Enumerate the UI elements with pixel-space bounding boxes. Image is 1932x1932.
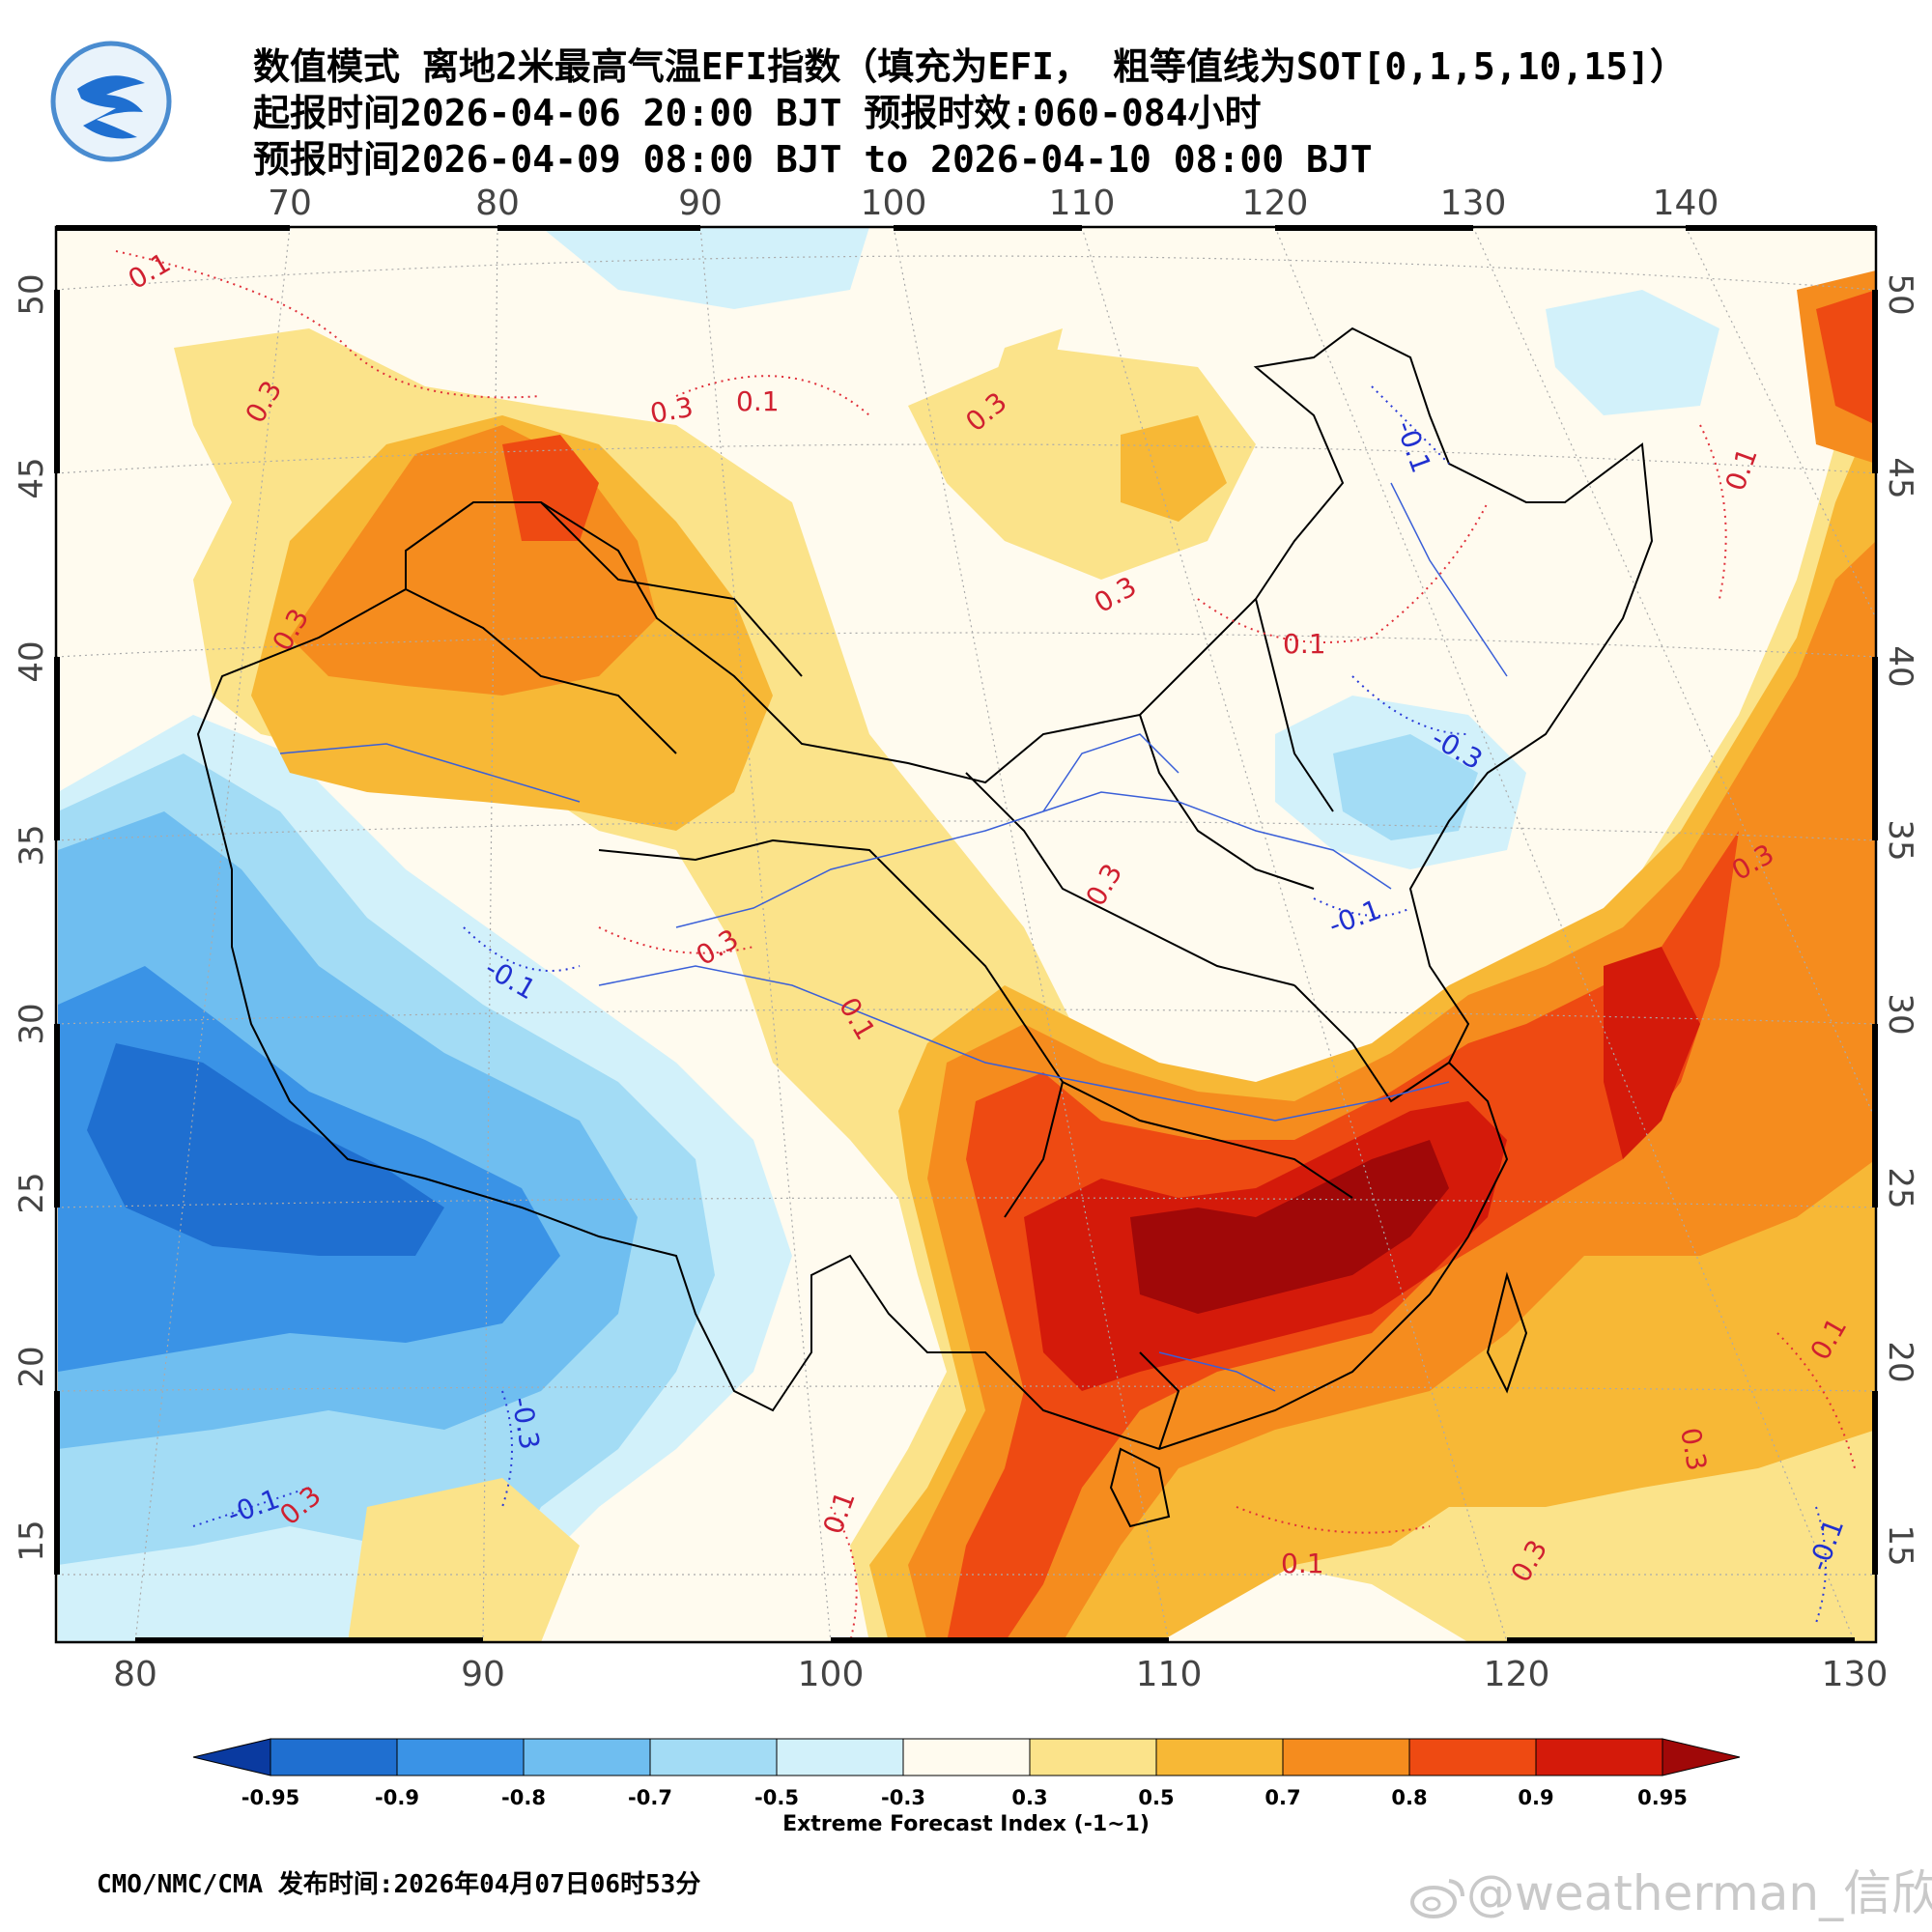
colorbar-label: -0.9	[375, 1786, 419, 1809]
efi-region-c_m03	[541, 227, 869, 309]
colorbar-label: 0.95	[1637, 1786, 1688, 1809]
right-lat-label: 25	[1881, 1167, 1919, 1208]
right-lat-labels: 50 45 40 35 30 25 20 15	[1881, 273, 1919, 1566]
colorbar-title: Extreme Forecast Index (-1~1)	[782, 1812, 1150, 1836]
frame-ticks	[54, 225, 1878, 1643]
rivers	[279, 482, 1508, 1392]
colorbar-swatch	[1535, 1738, 1663, 1776]
efi-region-c_m03	[1546, 290, 1719, 415]
efi-region-c_m05	[1333, 734, 1478, 840]
contour-label: 0.1	[1281, 1548, 1324, 1579]
top-lon-label: 120	[1242, 184, 1309, 223]
colorbar-swatch	[270, 1738, 398, 1776]
watermark: @weatherman_信欣	[1408, 1855, 1932, 1924]
right-lat-label: 50	[1881, 273, 1919, 315]
bottom-lon-label: 90	[461, 1655, 505, 1694]
colorbar-label: -0.5	[754, 1786, 799, 1809]
colorbar-label: 0.5	[1138, 1786, 1174, 1809]
bottom-lon-label: 100	[798, 1655, 865, 1694]
left-lat-label: 20	[13, 1346, 51, 1387]
colorbar-swatch	[396, 1738, 525, 1776]
bottom-lon-label: 80	[113, 1655, 157, 1694]
top-lon-labels: 70 80 90 100 110 120 130 140	[268, 184, 1719, 223]
colorbar-label: -0.8	[501, 1786, 546, 1809]
watermark-text: @weatherman_信欣	[1466, 1865, 1932, 1921]
top-lon-label: 130	[1440, 184, 1507, 223]
right-lat-label: 35	[1881, 819, 1919, 861]
contour-label: 0.3	[647, 391, 696, 430]
valid-time-line: 预报时间2026-04-09 08:00 BJT to 2026-04-10 0…	[253, 138, 1373, 181]
colorbar-swatch	[1408, 1738, 1537, 1776]
right-lat-label: 30	[1881, 993, 1919, 1035]
chart-title: 数值模式 离地2米最高气温EFI指数（填充为EFI， 粗等值线为SOT[0,1,…	[253, 45, 1687, 88]
colorbar-label: 0.7	[1264, 1786, 1300, 1809]
top-lon-label: 80	[475, 184, 520, 223]
bottom-lon-label: 130	[1822, 1655, 1889, 1694]
colorbar-label: -0.7	[628, 1786, 672, 1809]
top-lon-label: 140	[1653, 184, 1719, 223]
left-lat-label: 35	[13, 824, 51, 866]
efi-fill-layer	[56, 227, 1876, 1642]
colorbar-label: 0.3	[1011, 1786, 1047, 1809]
right-lat-label: 15	[1881, 1524, 1919, 1566]
colorbar-swatch	[523, 1738, 651, 1776]
top-lon-label: 100	[861, 184, 927, 223]
footer-credit: CMO/NMC/CMA 发布时间:2026年04月07日06时53分	[97, 1870, 701, 1899]
right-lat-label: 20	[1881, 1341, 1919, 1382]
efi-region-c_05	[1121, 415, 1227, 522]
colorbar-label: -0.95	[242, 1786, 300, 1809]
left-lat-labels: 50 45 40 35 30 25 20 15	[13, 273, 51, 1561]
left-lat-label: 50	[13, 273, 51, 315]
left-lat-label: 30	[13, 1003, 51, 1044]
contour-label: 0.3	[1674, 1425, 1713, 1473]
contour-label: 0.1	[1283, 628, 1326, 660]
top-lon-label: 90	[678, 184, 723, 223]
efi-region-c_03	[985, 328, 1063, 406]
bottom-lon-label: 110	[1136, 1655, 1203, 1694]
cma-logo-icon	[50, 41, 172, 162]
top-lon-label: 70	[268, 184, 312, 223]
contour-label: 0.1	[736, 385, 780, 417]
bottom-lon-labels: 80 90 100 110 120 130	[113, 1655, 1888, 1694]
efi-region-c_m09	[87, 1043, 444, 1256]
left-lat-label: 25	[13, 1172, 51, 1213]
contour-lines	[115, 250, 1856, 1642]
efi-region-c_09	[1604, 947, 1700, 1159]
efi-region-c_08	[1816, 290, 1876, 425]
colorbar-low-arrow	[192, 1738, 271, 1776]
efi-region-c_03	[348, 1478, 580, 1642]
graticule	[56, 227, 1876, 1642]
colorbar-label: -0.3	[881, 1786, 925, 1809]
top-lon-label: 110	[1049, 184, 1116, 223]
right-lat-label: 45	[1881, 457, 1919, 498]
colorbar-swatch	[1029, 1738, 1157, 1776]
bottom-lon-label: 120	[1484, 1655, 1550, 1694]
colorbar-swatch	[776, 1738, 904, 1776]
weibo-icon	[1410, 1878, 1464, 1918]
colorbar-swatch	[649, 1738, 778, 1776]
colorbar-swatch	[1282, 1738, 1410, 1776]
colorbar-swatch	[902, 1738, 1031, 1776]
colorbar: -0.95 -0.9 -0.8 -0.7 -0.5 -0.3 0.3 0.5 0.7 0.8 0.9…	[192, 1738, 1741, 1809]
efi-region-c_08	[502, 435, 599, 541]
left-lat-label: 40	[13, 640, 51, 682]
colorbar-label: 0.9	[1518, 1786, 1553, 1809]
right-lat-label: 40	[1881, 645, 1919, 687]
left-lat-label: 15	[13, 1520, 51, 1561]
colorbar-swatch	[1155, 1738, 1284, 1776]
colorbar-high-arrow	[1662, 1738, 1741, 1776]
init-time-line: 起报时间2026-04-06 20:00 BJT 预报时效:060-084小时	[253, 92, 1262, 134]
colorbar-label: 0.8	[1391, 1786, 1427, 1809]
left-lat-label: 45	[13, 457, 51, 498]
